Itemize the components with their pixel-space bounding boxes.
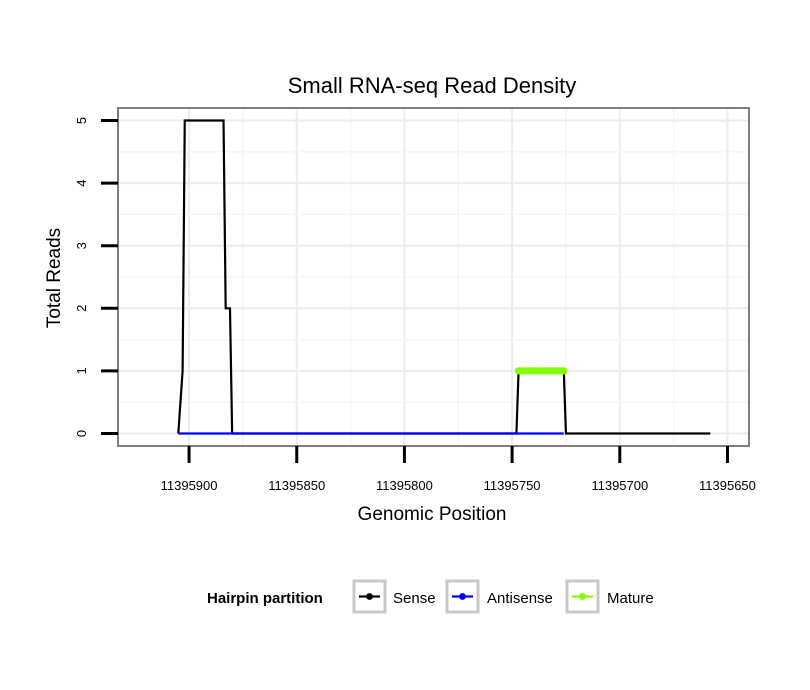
series-group bbox=[177, 119, 711, 435]
chart-title: Small RNA-seq Read Density bbox=[288, 73, 577, 98]
series-line-sense bbox=[177, 119, 711, 435]
x-tick-label: 11395650 bbox=[699, 478, 756, 493]
legend-label-mature: Mature bbox=[607, 590, 654, 607]
series-point-mature bbox=[560, 367, 568, 375]
legend: Hairpin partition Sense Antisense Mature bbox=[207, 579, 654, 614]
legend-key-point-sense bbox=[366, 593, 373, 600]
x-tick-label: 11395750 bbox=[484, 478, 541, 493]
x-tick-label: 11395700 bbox=[591, 478, 648, 493]
x-tick-label: 11395800 bbox=[376, 478, 433, 493]
y-tick-label: 0 bbox=[74, 430, 89, 437]
y-tick-label: 4 bbox=[74, 179, 89, 186]
legend-label-antisense: Antisense bbox=[487, 590, 553, 607]
y-tick-label: 2 bbox=[74, 305, 89, 312]
y-tick-label: 5 bbox=[74, 117, 89, 124]
axes: 11395900 11395850 11395800 11395750 11395700… bbox=[74, 117, 756, 493]
legend-label-sense: Sense bbox=[393, 590, 436, 607]
legend-title: Hairpin partition bbox=[207, 590, 323, 607]
x-tick-label: 11395900 bbox=[161, 478, 218, 493]
legend-key-point-antisense bbox=[459, 593, 466, 600]
x-axis-label: Genomic Position bbox=[358, 504, 507, 525]
x-tick-label: 11395850 bbox=[268, 478, 325, 493]
y-tick-label: 1 bbox=[74, 367, 89, 374]
y-axis-label: Total Reads bbox=[44, 228, 65, 328]
legend-key-point-mature bbox=[579, 593, 586, 600]
y-tick-label: 3 bbox=[74, 242, 89, 249]
